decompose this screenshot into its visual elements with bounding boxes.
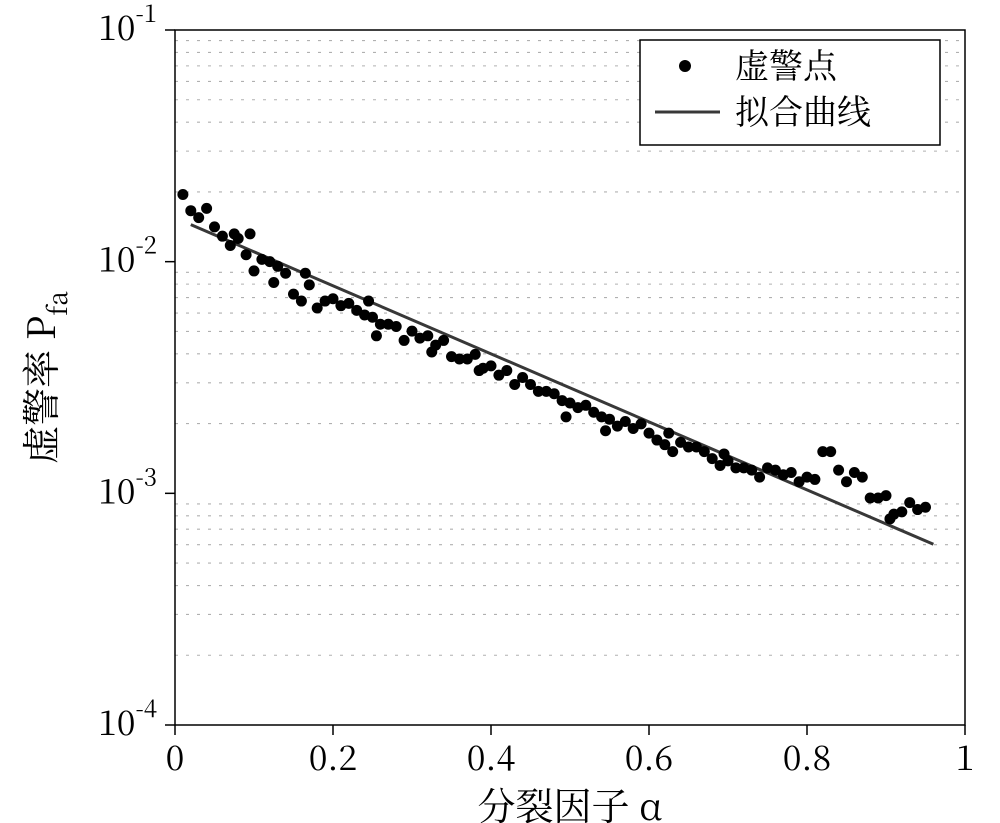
legend-marker-icon [679, 60, 691, 72]
data-point [422, 330, 433, 341]
data-point [245, 228, 256, 239]
x-tick-label: 1 [956, 731, 975, 780]
data-point [296, 296, 307, 307]
chart-container: 00.20.40.60.81分裂因子 α10-410-310-210-1虚警率 … [0, 0, 1000, 823]
data-point [249, 265, 260, 276]
data-point [561, 411, 572, 422]
data-point [833, 465, 844, 476]
data-point [233, 233, 244, 244]
legend-item-label: 拟合曲线 [735, 85, 871, 134]
data-point [786, 467, 797, 478]
data-point [177, 189, 188, 200]
data-point [857, 472, 868, 483]
data-point [304, 279, 315, 290]
data-point [438, 335, 449, 346]
data-point [825, 446, 836, 457]
legend-item-label: 虚警点 [735, 39, 838, 88]
data-point [217, 231, 228, 242]
data-point [241, 249, 252, 260]
data-point [896, 506, 907, 517]
x-tick-label: 0.8 [783, 731, 832, 780]
x-tick-label: 0 [166, 731, 185, 780]
data-point [881, 490, 892, 501]
data-point [391, 321, 402, 332]
data-point [268, 277, 279, 288]
data-point [486, 360, 497, 371]
x-axis-label: 分裂因子 α [478, 776, 663, 823]
data-point [809, 474, 820, 485]
y-axis-label: 虚警率 Pfa [11, 291, 75, 464]
data-point [501, 365, 512, 376]
x-tick-label: 0.2 [309, 731, 358, 780]
data-point [600, 425, 611, 436]
data-point [399, 335, 410, 346]
x-tick-label: 0.4 [467, 731, 516, 780]
data-point [841, 476, 852, 487]
data-point [667, 446, 678, 457]
data-point [300, 268, 311, 279]
data-point [371, 330, 382, 341]
x-tick-label: 0.6 [625, 731, 674, 780]
data-point [636, 418, 647, 429]
chart-svg: 00.20.40.60.81分裂因子 α10-410-310-210-1虚警率 … [0, 0, 1000, 823]
data-point [920, 502, 931, 513]
data-point [209, 221, 220, 232]
data-point [193, 212, 204, 223]
data-point [470, 349, 481, 360]
data-point [754, 472, 765, 483]
data-point [663, 428, 674, 439]
data-point [280, 268, 291, 279]
data-point [363, 296, 374, 307]
data-point [201, 203, 212, 214]
